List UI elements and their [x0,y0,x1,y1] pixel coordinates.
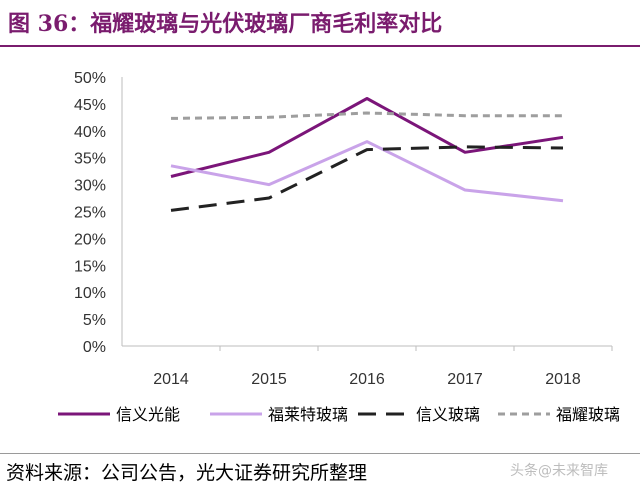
legend-label: 福耀玻璃 [556,405,620,424]
y-tick-label: 45% [74,97,106,114]
x-tick-label: 2017 [447,371,483,388]
chart-axes: 0% 5% 10% 15% 20% 25% 30% 35% 40% 45% 50% 2014 2015 2… [74,70,613,388]
series-line [170,97,564,178]
series-line [170,111,563,120]
x-tick-label: 2014 [153,371,189,388]
watermark: 头条@未来智库 [510,463,608,479]
source-note: 资料来源：公司公告，光大证券研究所整理 [6,462,368,484]
y-tick-label: 20% [74,231,106,248]
y-tick-label: 10% [74,285,106,302]
y-tick-label: 30% [74,178,106,195]
y-tick-label: 0% [83,339,106,356]
x-tick-label: 2018 [545,371,581,388]
source-divider [0,453,640,454]
y-tick-label: 25% [74,205,106,222]
y-tick-label: 40% [74,124,106,141]
y-tick-label: 50% [74,70,106,87]
legend-label: 信义光能 [116,405,180,424]
chart-series [170,97,564,212]
legend-label: 福莱特玻璃 [268,405,348,424]
y-tick-label: 15% [74,258,106,275]
x-tick-label: 2015 [251,371,287,388]
line-chart: 0% 5% 10% 15% 20% 25% 30% 35% 40% 45% 50% 2014 2015 2… [58,70,620,424]
x-tick-label: 2016 [349,371,385,388]
figure-title: 图 36：福耀玻璃与光伏玻璃厂商毛利率对比 [8,11,443,37]
chart-legend: 信义光能 福莱特玻璃 信义玻璃 福耀玻璃 [58,405,620,424]
y-tick-label: 5% [83,312,106,329]
title-divider [0,45,640,47]
series-line [170,145,564,212]
series-line [170,140,564,203]
legend-label: 信义玻璃 [416,405,480,424]
y-tick-label: 35% [74,151,106,168]
